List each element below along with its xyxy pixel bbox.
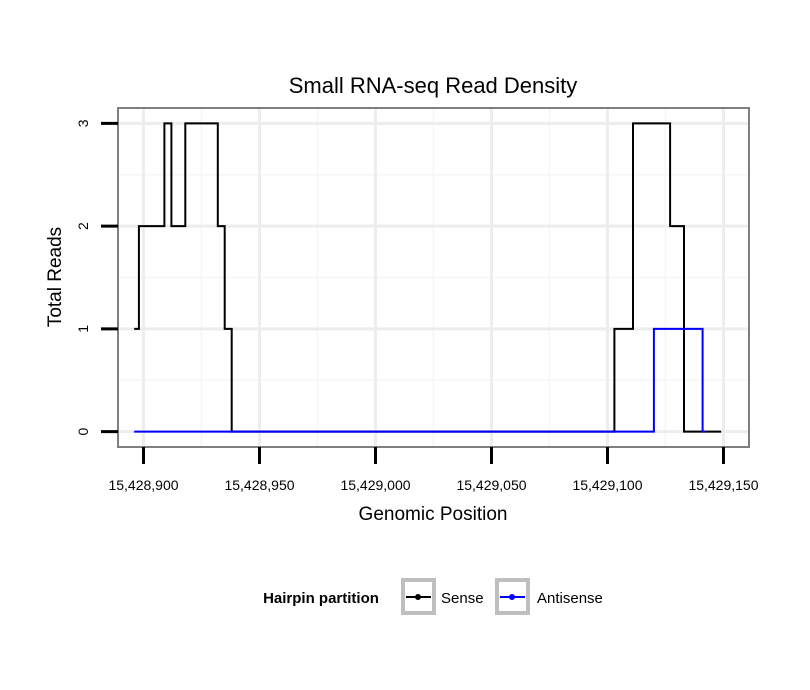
series-line-antisense bbox=[134, 327, 705, 433]
legend-item-sense: Sense bbox=[401, 578, 484, 615]
y-tick-label: 1 bbox=[75, 325, 91, 333]
legend: Hairpin partition Sense Antisense bbox=[263, 578, 603, 615]
chart-title: Small RNA-seq Read Density bbox=[289, 73, 578, 98]
x-tick-label: 15,429,100 bbox=[572, 477, 642, 493]
plot-panel-border bbox=[117, 107, 750, 448]
legend-key-dot-antisense bbox=[509, 594, 515, 600]
legend-key-dot-sense bbox=[415, 594, 421, 600]
x-tick-label: 15,429,050 bbox=[456, 477, 526, 493]
x-tick-label: 15,428,900 bbox=[108, 477, 178, 493]
y-axis-label: Total Reads bbox=[45, 227, 66, 327]
legend-title: Hairpin partition bbox=[263, 590, 379, 607]
x-axis-label: Genomic Position bbox=[359, 504, 508, 525]
legend-item-antisense: Antisense bbox=[495, 578, 603, 615]
y-tick-label: 3 bbox=[75, 119, 91, 127]
x-tick-label: 15,429,000 bbox=[340, 477, 410, 493]
y-tick-label: 0 bbox=[75, 427, 91, 435]
x-tick-label: 15,428,950 bbox=[224, 477, 294, 493]
y-axis: 0 1 2 3 bbox=[75, 119, 118, 435]
legend-label-sense: Sense bbox=[441, 590, 484, 607]
legend-label-antisense: Antisense bbox=[537, 590, 603, 607]
series-line-sense bbox=[134, 122, 722, 433]
series-lines bbox=[134, 122, 722, 433]
y-tick-label: 2 bbox=[75, 222, 91, 230]
x-axis: 15,428,900 15,428,950 15,429,000 15,429,050… bbox=[108, 447, 759, 493]
x-tick-label: 15,429,150 bbox=[688, 477, 758, 493]
